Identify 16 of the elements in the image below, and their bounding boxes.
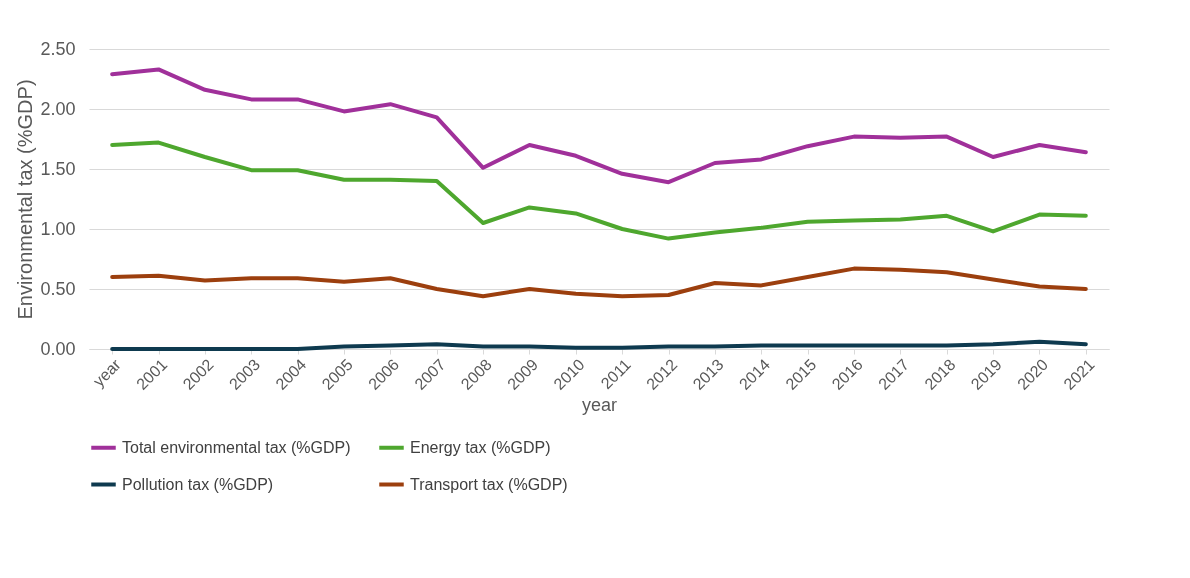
y-tick-label: 1.00 xyxy=(40,218,76,239)
y-tick-label: 0.50 xyxy=(40,278,76,299)
legend-label: Total environmental tax (%GDP) xyxy=(122,438,351,456)
line-series xyxy=(110,140,1088,241)
line-series xyxy=(110,339,1088,351)
y-tick-label: 0.00 xyxy=(40,338,76,359)
y-axis-title: Environmental tax (%GDP) xyxy=(14,79,37,320)
y-tick-label: 1.50 xyxy=(40,158,76,179)
line-series xyxy=(110,266,1088,299)
y-tick-label: 2.00 xyxy=(40,98,76,119)
legend-label: Transport tax (%GDP) xyxy=(410,475,568,493)
y-tick-label: 2.50 xyxy=(40,38,76,59)
legend-label: Energy tax (%GDP) xyxy=(410,438,551,456)
legend-label: Pollution tax (%GDP) xyxy=(122,475,274,493)
line-series xyxy=(110,67,1088,185)
x-axis-title: year xyxy=(581,394,618,415)
